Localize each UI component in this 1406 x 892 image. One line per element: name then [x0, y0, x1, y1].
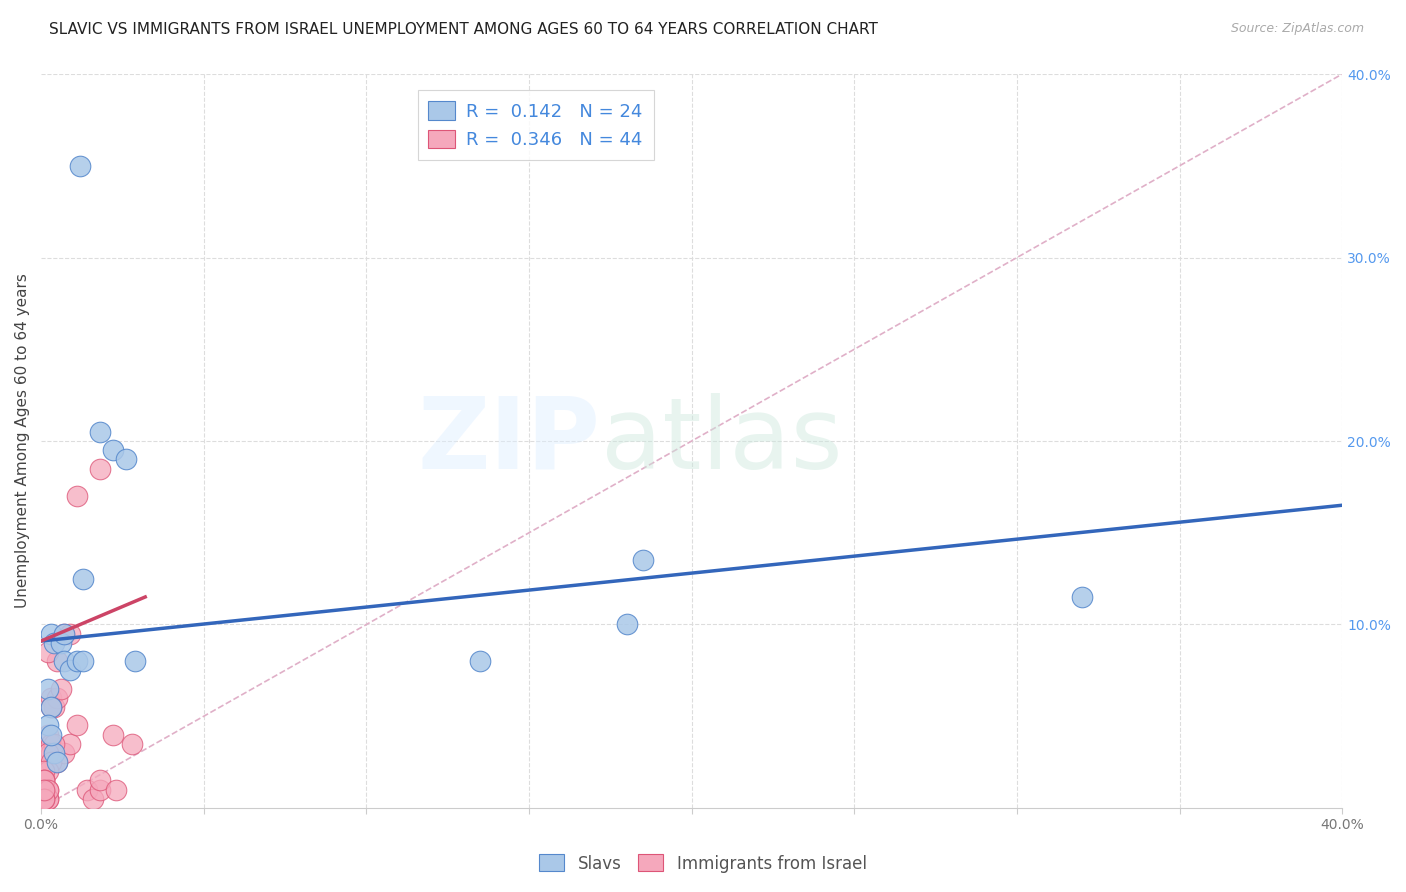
Point: [69, 159, 91, 173]
Point: [59, 737, 82, 751]
Point: [42, 636, 65, 650]
Point: [66, 489, 89, 503]
Point: [34, 764, 56, 779]
Point: [37, 718, 59, 732]
Point: [34, 773, 56, 788]
Point: [89, 782, 111, 797]
Point: [89, 425, 111, 439]
Point: [34, 782, 56, 797]
Point: [1071, 590, 1094, 604]
Point: [631, 553, 654, 567]
Point: [39, 728, 62, 742]
Point: [34, 792, 56, 806]
Point: [72, 572, 94, 586]
Point: [37, 792, 59, 806]
Point: [39, 626, 62, 640]
Point: [37, 792, 59, 806]
Point: [39, 755, 62, 769]
Point: [49, 681, 72, 696]
Point: [34, 773, 56, 788]
Legend: Slavs, Immigrants from Israel: Slavs, Immigrants from Israel: [533, 847, 873, 880]
Point: [49, 636, 72, 650]
Point: [104, 782, 127, 797]
Point: [121, 737, 143, 751]
Point: [37, 782, 59, 797]
Point: [34, 782, 56, 797]
Point: [66, 718, 89, 732]
Point: [34, 782, 56, 797]
Point: [34, 792, 56, 806]
Point: [46, 690, 69, 705]
Point: [37, 746, 59, 760]
Point: [101, 728, 124, 742]
Point: [42, 755, 65, 769]
Point: [46, 755, 69, 769]
Point: [89, 773, 111, 788]
Point: [59, 626, 82, 640]
Point: [37, 728, 59, 742]
Point: [39, 700, 62, 714]
Point: [37, 782, 59, 797]
Point: [72, 654, 94, 668]
Point: [52, 654, 75, 668]
Text: ZIP: ZIP: [418, 392, 600, 490]
Point: [39, 737, 62, 751]
Point: [52, 626, 75, 640]
Point: [114, 452, 136, 467]
Point: [82, 792, 104, 806]
Point: [39, 700, 62, 714]
Point: [66, 654, 89, 668]
Point: [37, 764, 59, 779]
Point: [46, 654, 69, 668]
Point: [34, 782, 56, 797]
Point: [470, 654, 492, 668]
Point: [616, 617, 638, 632]
Point: [52, 626, 75, 640]
Point: [42, 746, 65, 760]
Point: [42, 737, 65, 751]
Legend: R =  0.142   N = 24, R =  0.346   N = 44: R = 0.142 N = 24, R = 0.346 N = 44: [418, 90, 654, 160]
Point: [59, 664, 82, 678]
Point: [124, 654, 146, 668]
Point: [89, 461, 111, 475]
Y-axis label: Unemployment Among Ages 60 to 64 years: Unemployment Among Ages 60 to 64 years: [15, 274, 30, 608]
Point: [42, 700, 65, 714]
Text: atlas: atlas: [600, 392, 842, 490]
Point: [39, 746, 62, 760]
Point: [52, 746, 75, 760]
Point: [34, 773, 56, 788]
Text: SLAVIC VS IMMIGRANTS FROM ISRAEL UNEMPLOYMENT AMONG AGES 60 TO 64 YEARS CORRELAT: SLAVIC VS IMMIGRANTS FROM ISRAEL UNEMPLO…: [49, 22, 879, 37]
Point: [37, 681, 59, 696]
Point: [101, 443, 124, 458]
Point: [39, 690, 62, 705]
Point: [37, 645, 59, 659]
Point: [46, 755, 69, 769]
Point: [76, 782, 98, 797]
Text: Source: ZipAtlas.com: Source: ZipAtlas.com: [1230, 22, 1364, 36]
